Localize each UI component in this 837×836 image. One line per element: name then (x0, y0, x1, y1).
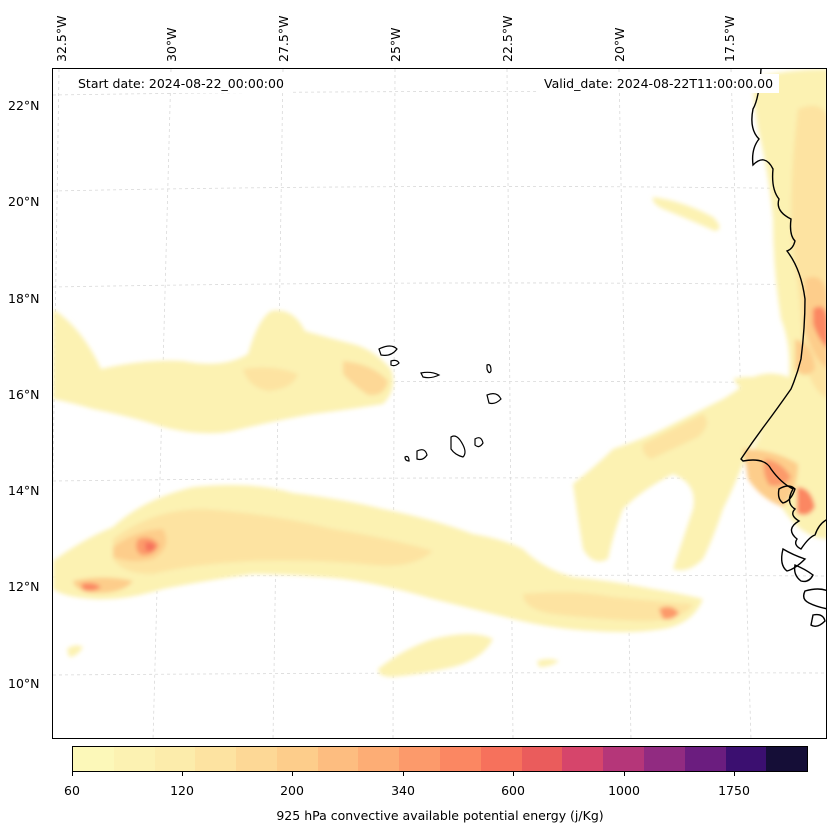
island-fogo (416, 449, 428, 461)
cb-tick-600: 600 (501, 783, 525, 798)
cb-tick-200: 200 (280, 783, 304, 798)
colorbar-swatch (399, 747, 441, 771)
cb-tickmark-340 (403, 772, 404, 776)
start-date-label: Start date: 2024-08-22_00:00:00 (72, 74, 290, 93)
colorbar-swatch (440, 747, 481, 771)
lon-label-22-5w: 22.5°W (500, 15, 515, 62)
lon-label-30w: 30°W (164, 27, 179, 62)
valid-date-label: Valid_date: 2024-08-22T11:00:00.00 (538, 74, 780, 93)
cb-tickmark-60 (72, 772, 73, 776)
lon-label-27-5w: 27.5°W (276, 15, 291, 62)
island-sao-nicolau (420, 371, 441, 379)
colorbar-swatch (725, 747, 767, 771)
cb-tickmark-120 (182, 772, 183, 776)
lon-label-25w: 25°W (388, 27, 403, 62)
coastline (740, 69, 826, 628)
cape-shading (53, 69, 826, 677)
island-brava (404, 455, 410, 462)
lat-label-20n: 20°N (8, 194, 40, 209)
colorbar-label: 925 hPa convective available potential e… (276, 808, 604, 823)
island-santo-antao (378, 345, 398, 356)
colorbar-swatch (276, 747, 318, 771)
cape-verde-islands (378, 345, 502, 462)
colorbar-swatch (358, 747, 400, 771)
cape-field-map (53, 69, 826, 738)
colorbar-swatch (236, 747, 277, 771)
cb-tickmark-1750 (734, 772, 735, 776)
colorbar-swatch (154, 747, 196, 771)
colorbar-swatch (521, 747, 563, 771)
lon-label-17-5w: 17.5°W (722, 15, 737, 62)
colorbar-swatch (684, 747, 726, 771)
lat-label-10n: 10°N (8, 676, 40, 691)
island-boa-vista (486, 393, 502, 405)
colorbar-swatch (766, 747, 808, 771)
cb-tick-1750: 1750 (718, 783, 750, 798)
lat-label-22n: 22°N (8, 98, 40, 113)
colorbar-swatch (195, 747, 237, 771)
lat-label-12n: 12°N (8, 579, 40, 594)
cb-tickmark-1000 (624, 772, 625, 776)
cb-tickmark-200 (292, 772, 293, 776)
colorbar-swatch (562, 747, 604, 771)
island-sal (486, 364, 492, 374)
island-maio (474, 437, 484, 448)
colorbar (72, 746, 808, 772)
lon-label-20w: 20°W (612, 27, 627, 62)
colorbar-swatch (643, 747, 685, 771)
lat-label-18n: 18°N (8, 291, 40, 306)
lat-label-16n: 16°N (8, 387, 40, 402)
island-sao-vicente (390, 359, 400, 367)
colorbar-swatch (73, 747, 114, 771)
colorbar-swatch (317, 747, 359, 771)
colorbar-swatch (113, 747, 155, 771)
cb-tick-340: 340 (391, 783, 415, 798)
lon-label-32-5w: 32.5°W (54, 15, 69, 62)
cb-tick-60: 60 (64, 783, 80, 798)
map-panel[interactable] (52, 68, 827, 739)
cb-tick-1000: 1000 (608, 783, 640, 798)
cb-tick-120: 120 (170, 783, 194, 798)
lat-label-14n: 14°N (8, 483, 40, 498)
colorbar-swatch (603, 747, 644, 771)
island-santiago (450, 435, 466, 458)
colorbar-swatch (480, 747, 522, 771)
cb-tickmark-600 (513, 772, 514, 776)
